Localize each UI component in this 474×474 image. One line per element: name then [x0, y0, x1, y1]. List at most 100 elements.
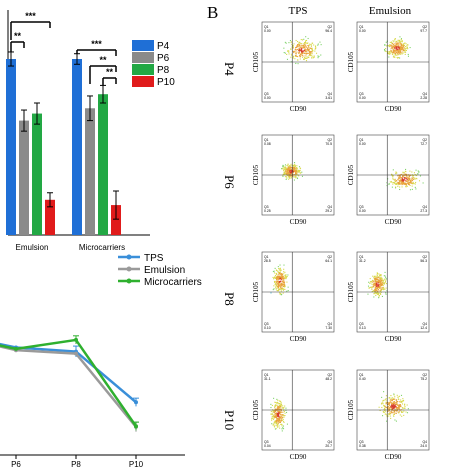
flow-event	[275, 404, 277, 406]
flow-event	[416, 174, 418, 177]
flow-event	[295, 49, 297, 51]
flow-event	[414, 177, 416, 179]
quadrant-value: 0.00	[359, 96, 366, 100]
flow-event	[384, 282, 386, 284]
flow-event	[280, 420, 282, 422]
flow-event	[281, 407, 283, 409]
flow-event	[397, 49, 399, 51]
flow-event	[406, 182, 408, 184]
flow-event	[416, 178, 418, 180]
flow-event	[275, 277, 277, 280]
bar-significance: ************	[10, 11, 117, 86]
flow-event	[399, 405, 402, 408]
flow-event	[397, 45, 399, 47]
flow-event	[309, 43, 311, 45]
flow-event	[394, 47, 396, 49]
flow-event	[385, 279, 387, 281]
flow-event	[412, 183, 414, 185]
flow-event	[276, 417, 278, 420]
flow-event	[394, 38, 396, 40]
quadrant-value: 12.4	[420, 326, 427, 330]
flow-event	[284, 277, 286, 279]
flow-event	[380, 283, 382, 285]
flow-event	[389, 398, 391, 400]
flow-event	[274, 276, 276, 278]
flow-event	[392, 49, 394, 51]
flow-event	[303, 55, 305, 57]
flow-event	[391, 42, 393, 44]
flow-event	[375, 290, 377, 292]
flow-event	[272, 414, 274, 416]
flow-event	[381, 282, 383, 284]
flow-event	[379, 282, 381, 284]
flow-event	[307, 49, 309, 51]
flow-event	[397, 400, 399, 403]
flow-event	[397, 398, 399, 400]
flow-event	[297, 171, 299, 173]
flow-event	[393, 410, 396, 413]
flow-event	[393, 182, 395, 184]
flow-event	[401, 173, 403, 175]
flow-event	[283, 273, 285, 275]
flow-event	[285, 411, 288, 414]
flow-event	[372, 286, 374, 288]
flow-event	[400, 400, 403, 403]
flow-event	[287, 274, 289, 276]
flow-event	[374, 287, 376, 289]
flow-event	[373, 276, 375, 278]
flow-event	[286, 276, 288, 278]
flow-event	[399, 175, 401, 177]
flow-event	[282, 411, 284, 413]
flow-event	[311, 57, 313, 59]
flow-event	[275, 287, 277, 289]
flow-event	[372, 280, 374, 282]
flow-event	[409, 184, 411, 187]
quadrant-value: 97.7	[420, 29, 427, 33]
flow-event	[300, 54, 302, 56]
flow-event	[284, 167, 286, 169]
bar-microcarriers-p10	[111, 205, 121, 235]
flow-event	[393, 404, 395, 406]
flow-event	[392, 47, 394, 49]
flow-event	[375, 278, 377, 280]
flow-event	[275, 282, 278, 284]
flow-event	[298, 44, 300, 46]
flow-event	[312, 55, 314, 57]
flow-event	[396, 43, 398, 45]
flow-event	[387, 45, 389, 47]
flow-event	[295, 169, 297, 171]
flow-event	[387, 403, 389, 405]
flow-event	[406, 45, 408, 47]
bar-microcarriers-p6	[85, 108, 95, 235]
flow-event	[281, 425, 283, 427]
flow-event	[385, 50, 387, 53]
quadrant-name: Q2	[327, 138, 332, 142]
flow-event	[273, 288, 275, 290]
flow-event	[402, 398, 404, 400]
flow-event	[374, 279, 376, 281]
flow-event	[396, 399, 398, 401]
flow-event	[305, 60, 308, 62]
flow-event	[283, 169, 285, 171]
flow-event	[282, 425, 285, 427]
flow-event	[276, 406, 278, 408]
flow-event	[277, 422, 280, 424]
flow-event	[400, 53, 402, 55]
flow-event	[281, 415, 283, 417]
flow-event	[397, 408, 399, 410]
flow-event	[399, 401, 402, 403]
flow-event	[275, 286, 277, 288]
flow-event	[367, 293, 369, 295]
flow-event	[393, 52, 395, 54]
flow-event	[277, 416, 279, 418]
flow-event	[394, 404, 396, 406]
flow-event	[303, 46, 305, 48]
flow-event	[290, 172, 292, 174]
flow-event	[396, 52, 398, 54]
flow-event	[275, 422, 277, 424]
flow-event	[270, 406, 272, 409]
flow-event	[377, 281, 379, 283]
flow-event	[397, 178, 399, 180]
flow-event	[396, 404, 398, 406]
